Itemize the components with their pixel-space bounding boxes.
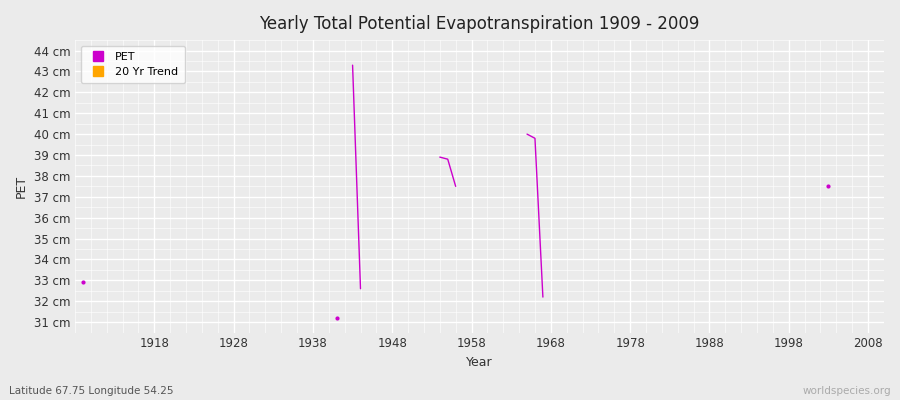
Title: Yearly Total Potential Evapotranspiration 1909 - 2009: Yearly Total Potential Evapotranspiratio… — [259, 15, 699, 33]
Legend: PET, 20 Yr Trend: PET, 20 Yr Trend — [81, 46, 184, 84]
Y-axis label: PET: PET — [15, 175, 28, 198]
X-axis label: Year: Year — [466, 356, 493, 369]
Text: worldspecies.org: worldspecies.org — [803, 386, 891, 396]
Text: Latitude 67.75 Longitude 54.25: Latitude 67.75 Longitude 54.25 — [9, 386, 174, 396]
